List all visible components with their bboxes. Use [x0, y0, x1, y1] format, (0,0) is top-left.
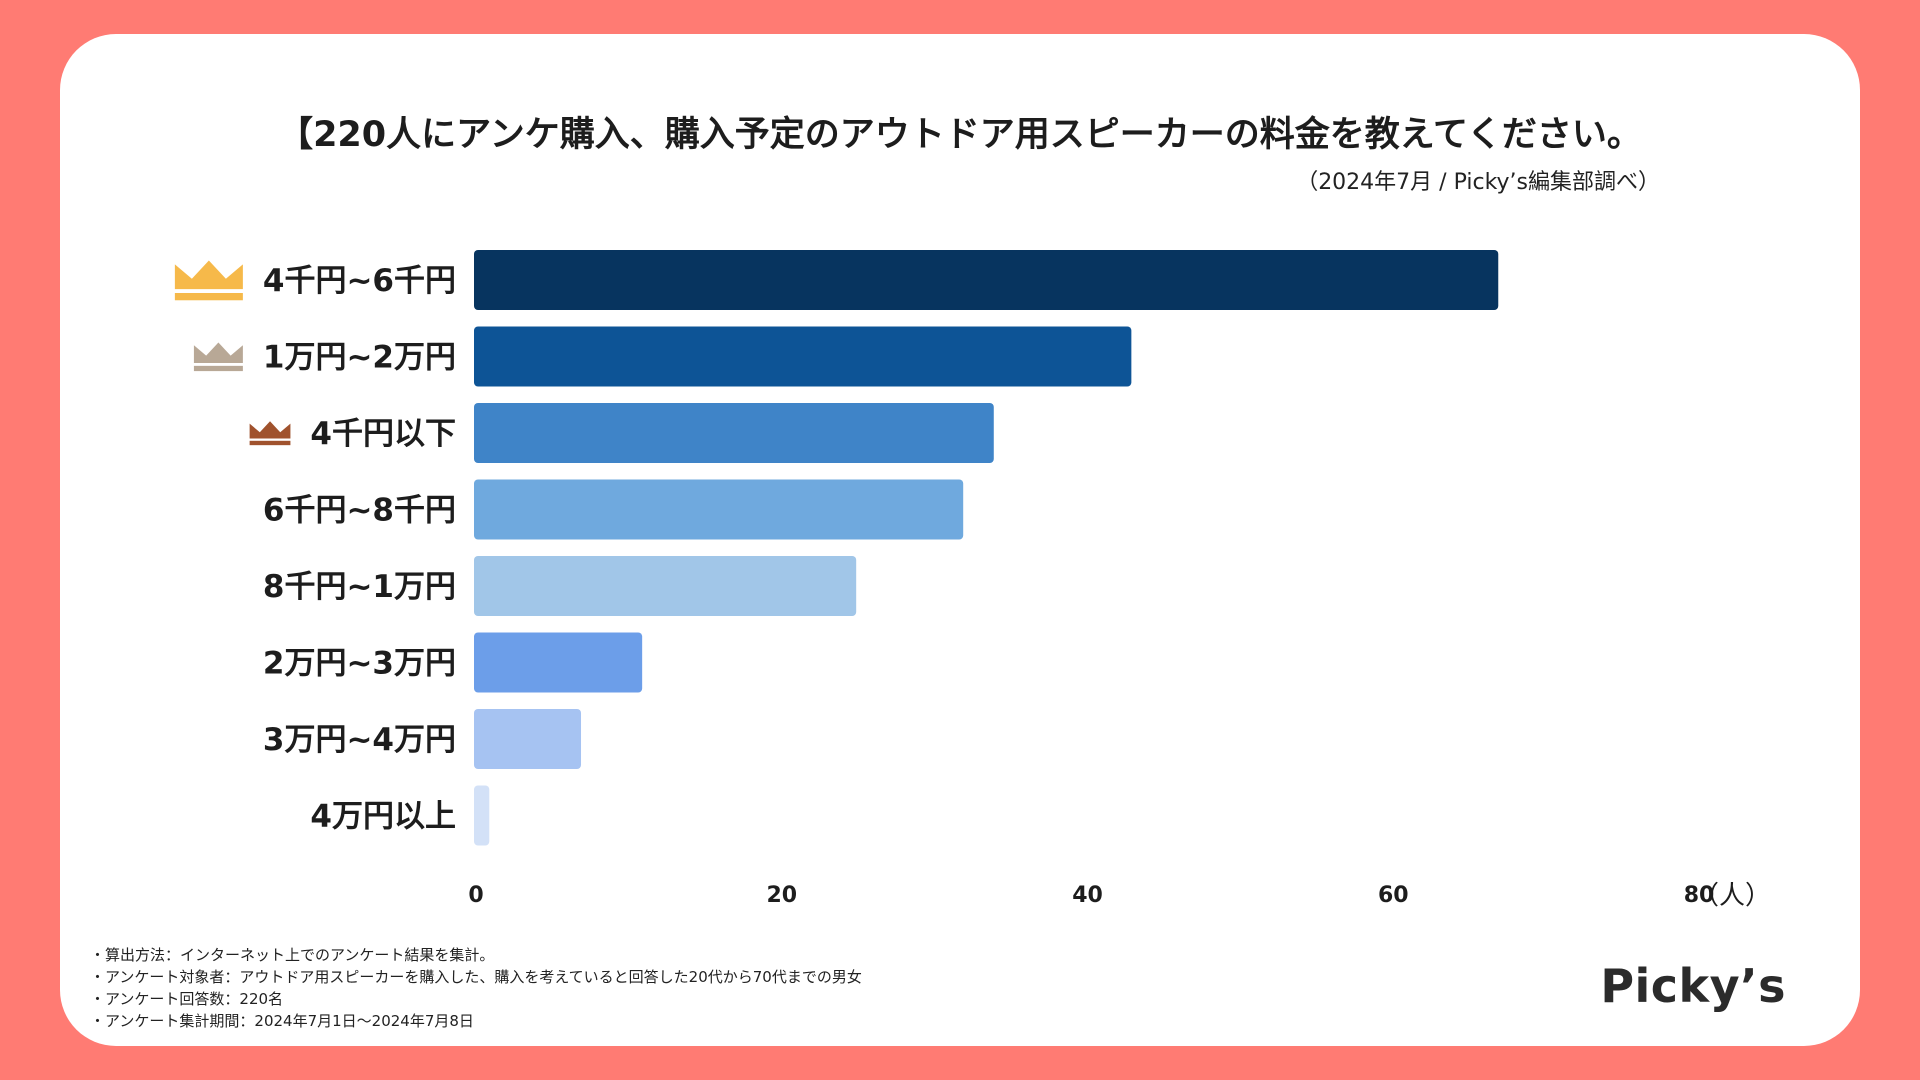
note-count: ・アンケート回答数：220名: [90, 990, 284, 1008]
bar-8: [474, 785, 490, 846]
category-label-8: 4万円以上: [310, 799, 456, 835]
silver-crown-icon: [193, 342, 243, 364]
brand-logo: Picky’s: [1600, 959, 1786, 1013]
chart-subtitle: （2024年7月 / Picky’s編集部調べ）: [1296, 170, 1660, 195]
bar-5: [474, 556, 857, 616]
chart-card: 【220人にアンケ購入、購入予定のアウトドア用スピーカーの料金を教えてください。…: [60, 34, 1860, 1046]
bar-6: [474, 632, 643, 693]
x-axis-unit: （人）: [1693, 881, 1771, 911]
category-label-5: 8千円~1万円: [263, 569, 456, 605]
note-method: ・算出方法：インターネット上でのアンケート結果を集計。: [90, 946, 495, 964]
x-tick-40: 40: [1072, 883, 1103, 908]
category-label-4: 6千円~8千円: [263, 493, 456, 529]
bar-7: [474, 709, 582, 769]
bronze-crown-base: [249, 440, 291, 446]
category-label-1: 4千円~6千円: [263, 263, 456, 299]
x-tick-80: 80: [1684, 883, 1715, 908]
bar-1: [474, 250, 1499, 310]
chart-title: 【220人にアンケ購入、購入予定のアウトドア用スピーカーの料金を教えてください。: [278, 115, 1642, 155]
bar-chart: 4千円~6千円 1万円~2万円 4千円以下 6千円~8千円 8千円~1万円 2万円~3万円…: [174, 250, 1771, 911]
x-tick-20: 20: [766, 883, 797, 908]
note-period: ・アンケート集計期間：2024年7月1日〜2024年7月8日: [90, 1012, 474, 1030]
gold-crown-base: [174, 293, 243, 301]
category-label-6: 2万円~3万円: [263, 646, 456, 682]
gold-crown-icon: [174, 260, 243, 290]
note-target: ・アンケート対象者：アウトドア用スピーカーを購入した、購入を考えていると回答した…: [90, 968, 862, 986]
bar-4: [474, 479, 964, 540]
category-label-7: 3万円~4万円: [263, 722, 456, 758]
x-tick-60: 60: [1378, 883, 1409, 908]
category-label-3: 4千円以下: [310, 416, 456, 452]
x-tick-0: 0: [468, 883, 483, 908]
bronze-crown-icon: [249, 421, 291, 439]
bar-3: [474, 403, 994, 463]
silver-crown-base: [193, 365, 243, 372]
survey-notes: ・算出方法：インターネット上でのアンケート結果を集計。 ・アンケート対象者：アウ…: [90, 944, 862, 1032]
category-label-2: 1万円~2万円: [263, 340, 456, 376]
bar-2: [474, 326, 1132, 387]
